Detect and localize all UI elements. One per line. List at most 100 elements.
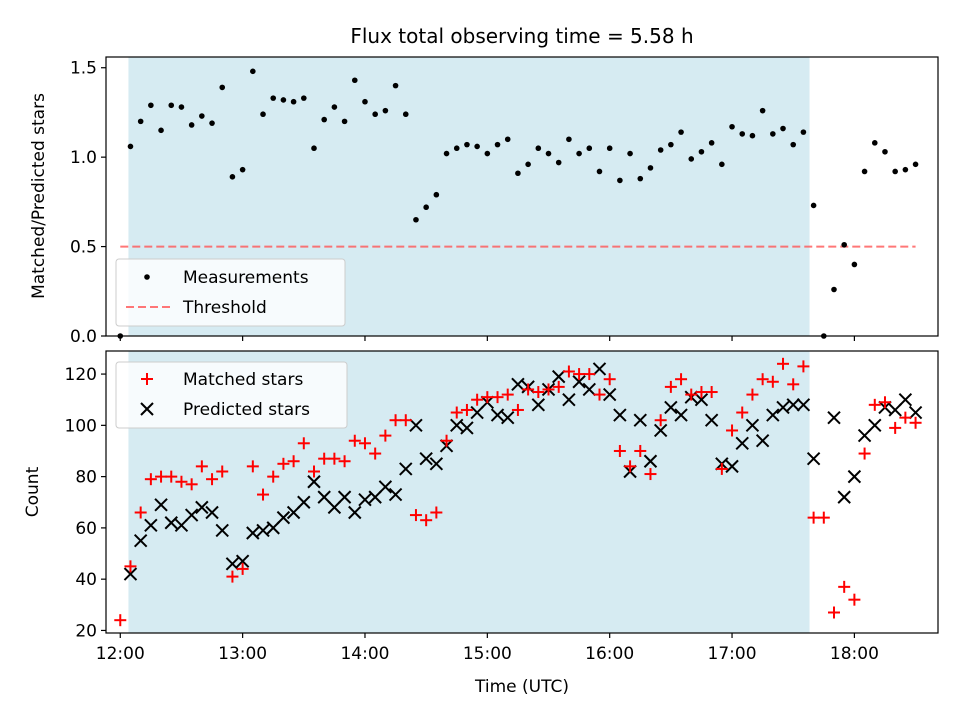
predicted-star-point <box>235 554 250 568</box>
bottom-x-axis-label: Time (UTC) <box>474 677 569 697</box>
legend-predicted-label: Predicted stars <box>183 400 310 420</box>
measurement-point <box>504 136 511 143</box>
matched-star-point <box>420 514 433 527</box>
predicted-star-point <box>582 382 597 397</box>
predicted-star-point <box>174 518 189 533</box>
measurement-point <box>759 107 766 114</box>
predicted-star-point <box>551 369 566 384</box>
measurement-point <box>525 161 531 168</box>
measurement-point <box>178 104 185 110</box>
measurement-point <box>657 147 664 153</box>
matched-star-point <box>114 614 127 627</box>
measurement-point <box>494 141 501 148</box>
legend-matched-label: Matched stars <box>183 370 303 390</box>
legend-measurements-marker <box>144 274 150 280</box>
matched-star-point <box>899 411 912 424</box>
matched-star-point <box>369 447 382 460</box>
bottom-y-ticks: 20 40 60 80 100 120 <box>65 365 106 641</box>
matched-star-point <box>409 509 422 522</box>
predicted-star-point <box>847 469 862 484</box>
matched-star-point <box>664 380 677 393</box>
matched-star-point <box>787 378 800 391</box>
matched-star-point <box>226 570 239 583</box>
measurement-point <box>433 191 440 198</box>
predicted-star-point <box>664 400 678 415</box>
matched-star-point <box>634 444 647 457</box>
measurement-point <box>270 95 277 101</box>
predicted-star-point <box>592 362 607 376</box>
measurement-point <box>545 150 552 157</box>
matched-star-point <box>379 429 392 442</box>
predicted-star-point <box>164 516 178 530</box>
measurement-point <box>229 174 236 180</box>
matched-star-point <box>246 460 259 473</box>
predicted-star-point <box>735 436 749 450</box>
bottom-x-tick-label: 14:00 <box>340 644 389 664</box>
predicted-star-point <box>613 408 627 422</box>
bottom-y-tick-label: 40 <box>75 570 97 590</box>
top-panel: Flux total observing time = 5.58 h 0.00.… <box>29 24 939 347</box>
predicted-star-point <box>419 451 433 466</box>
matched-star-point <box>909 416 922 429</box>
matched-star-point <box>807 511 820 524</box>
matched-star-point <box>440 434 453 447</box>
bottom-x-tick-label: 15:00 <box>463 644 512 664</box>
bottom-x-ticks: 12:00 13:00 14:00 15:00 16:00 17:00 18:00 <box>96 633 879 664</box>
matched-star-point <box>175 475 188 488</box>
matched-star-point <box>144 473 157 486</box>
predicted-star-point <box>694 393 709 407</box>
predicted-star-point <box>225 557 240 571</box>
measurement-point <box>137 118 144 125</box>
top-y-tick-label: 1.0 <box>70 148 97 168</box>
measurement-point <box>290 98 297 105</box>
measurement-point <box>484 150 491 157</box>
matched-star-point <box>348 434 361 447</box>
measurement-point <box>861 168 868 175</box>
measurement-point <box>341 118 348 125</box>
legend-matched-marker <box>141 373 153 385</box>
predicted-star-point <box>450 418 464 433</box>
matched-star-point <box>542 383 555 396</box>
measurement-point <box>260 111 266 118</box>
predicted-star-point <box>246 526 260 540</box>
matched-star-point <box>257 488 270 501</box>
predicted-star-point <box>531 398 546 412</box>
matched-star-point <box>358 437 371 450</box>
top-y-tick-label: 1.5 <box>70 59 97 79</box>
bottom-x-tick-label: 18:00 <box>830 644 879 664</box>
measurement-point <box>239 166 246 173</box>
measurement-point <box>576 150 582 157</box>
measurement-point <box>719 161 725 168</box>
bottom-x-tick-label: 17:00 <box>708 644 757 664</box>
matched-star-point <box>308 465 320 478</box>
predicted-star-point <box>868 418 882 433</box>
measurement-point <box>250 68 256 75</box>
predicted-star-point <box>501 410 515 425</box>
predicted-star-point <box>776 400 790 415</box>
measurement-point <box>148 102 154 109</box>
matched-star-point <box>756 373 769 386</box>
predicted-star-point <box>205 505 219 520</box>
matched-star-point <box>889 421 902 434</box>
predicted-star-point <box>827 410 841 425</box>
measurement-point <box>168 102 175 109</box>
matched-star-point <box>328 452 341 465</box>
matched-star-point <box>777 357 790 370</box>
measurement-point <box>535 145 542 152</box>
bottom-legend: Matched stars Predicted stars <box>115 361 348 429</box>
measurement-point <box>912 161 919 168</box>
matched-star-point <box>277 457 290 470</box>
predicted-star-point <box>144 518 158 533</box>
predicted-star-point <box>806 451 821 466</box>
matched-star-point <box>532 386 545 399</box>
matched-star-point <box>817 511 830 524</box>
matched-star-point <box>573 368 586 381</box>
measurement-point <box>392 82 399 89</box>
measurement-point <box>688 156 695 162</box>
predicted-star-point <box>378 480 393 494</box>
measurement-point <box>596 168 603 175</box>
matched-star-point <box>766 375 779 388</box>
matched-star-point <box>124 560 137 573</box>
predicted-star-point <box>460 421 474 435</box>
